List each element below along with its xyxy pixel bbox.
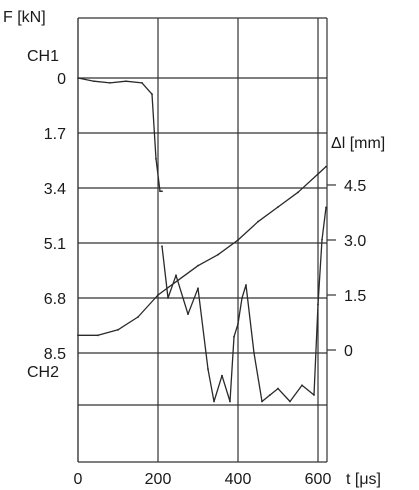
- ch2-label: CH2: [27, 364, 59, 381]
- data-point: [207, 368, 209, 371]
- data-point: [161, 245, 163, 248]
- data-point: [161, 190, 163, 193]
- data-point: [253, 352, 255, 354]
- x-tick-label: 200: [145, 471, 172, 488]
- data-point: [321, 238, 323, 241]
- data-point: [261, 400, 263, 403]
- data-point: [97, 334, 99, 337]
- data-point: [257, 220, 259, 223]
- data-point: [301, 384, 303, 387]
- data-point: [237, 239, 239, 241]
- ch2-trace: [161, 207, 327, 403]
- grid-layer: [77, 18, 336, 462]
- data-point: [137, 316, 139, 318]
- x-tick-label: 400: [225, 471, 252, 488]
- y-right-tick-label: 1.5: [344, 288, 366, 305]
- data-point: [317, 173, 319, 175]
- data-point: [155, 157, 157, 160]
- data-point: [241, 297, 243, 299]
- data-point: [325, 206, 327, 209]
- ch1-label: CH1: [27, 48, 59, 65]
- displacement-trace: [78, 166, 327, 336]
- data-point: [117, 328, 119, 331]
- x-tick-label: 0: [74, 471, 83, 488]
- y-left-tick-label: 3.4: [44, 181, 66, 198]
- y-left-tick-label: 1.7: [44, 126, 66, 143]
- y-left-axis-label: F [kN]: [3, 9, 46, 26]
- y-right-tick-label: 0: [344, 343, 353, 360]
- data-point: [317, 303, 319, 306]
- data-point: [277, 387, 279, 390]
- data-point: [221, 374, 223, 377]
- data-point: [197, 264, 199, 267]
- data-point: [159, 190, 161, 193]
- data-point: [325, 165, 327, 168]
- data-point: [313, 394, 315, 396]
- data-point: [245, 284, 247, 286]
- data-point: [213, 400, 215, 403]
- series-layer: [77, 77, 327, 403]
- data-point: [77, 77, 79, 79]
- data-point: [297, 191, 299, 194]
- data-point: [289, 400, 291, 403]
- y-left-tick-label: 5.1: [44, 236, 66, 253]
- data-point: [151, 93, 153, 96]
- label-layer: F [kN] CH1 CH2 Δl [mm] t [μs] 0 200 400 600…: [3, 9, 385, 488]
- data-point: [93, 80, 95, 83]
- x-axis-label: t [μs]: [346, 471, 381, 488]
- ch1-trace: [77, 77, 162, 192]
- x-tick-label: 600: [305, 471, 332, 488]
- y-left-tick-label: 0: [57, 71, 66, 88]
- y-left-tick-label: 6.8: [44, 291, 66, 308]
- data-point: [167, 297, 169, 299]
- data-point: [77, 334, 79, 337]
- data-point: [175, 274, 177, 277]
- y-right-tick-label: 4.5: [344, 178, 366, 195]
- data-point: [125, 80, 127, 83]
- y-left-tick-label: 8.5: [44, 346, 66, 363]
- y-right-axis-label: Δl [mm]: [331, 135, 385, 152]
- data-point: [229, 400, 231, 403]
- data-point: [269, 394, 271, 396]
- data-point: [141, 81, 143, 84]
- data-point: [197, 287, 199, 290]
- data-point: [217, 253, 219, 256]
- plot-area: [77, 17, 328, 463]
- data-point: [277, 206, 279, 208]
- y-right-tick-label: 3.0: [344, 233, 366, 250]
- data-point: [187, 313, 189, 316]
- data-point: [237, 322, 239, 325]
- data-point: [157, 294, 159, 296]
- data-point: [233, 335, 235, 338]
- data-point: [109, 81, 111, 84]
